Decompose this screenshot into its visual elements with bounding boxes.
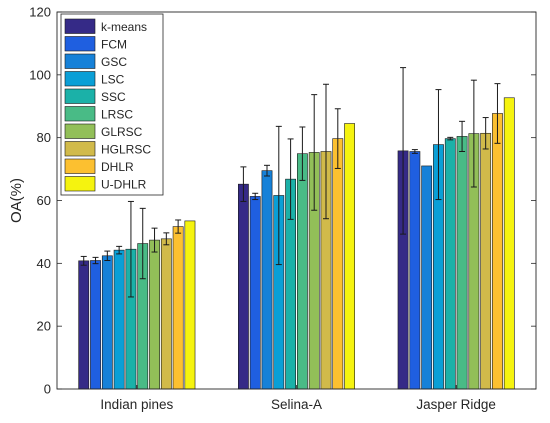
- y-tick-label-100: 100: [29, 67, 51, 82]
- legend-label-ssc: SSC: [101, 90, 126, 104]
- x-tick-label-3: Jasper Ridge: [416, 397, 496, 412]
- legend-label-fcm: FCM: [101, 38, 127, 52]
- bar-ssc-3: [444, 138, 456, 390]
- bar-hglrsc-1: [160, 238, 172, 390]
- bar-fcm-3: [409, 151, 421, 390]
- bar-fcm-1: [90, 260, 101, 390]
- legend-label-glrsc: GLRSC: [101, 125, 143, 139]
- legend-swatch-gsc: [64, 53, 96, 69]
- bar-k-means-2: [238, 183, 249, 390]
- legend-label-u-dhlr: U-DHLR: [101, 178, 147, 192]
- bar-lrsc-3: [456, 136, 468, 390]
- bar-u-dhlr-2: [344, 123, 355, 390]
- legend-swatch-ssc: [64, 88, 96, 104]
- y-tick-label-120: 120: [29, 5, 51, 20]
- y-tick-label-0: 0: [44, 382, 51, 397]
- bar-u-dhlr-3: [503, 97, 515, 390]
- legend-label-lsc: LSC: [101, 73, 125, 87]
- x-tick-label-2: Selina-A: [271, 397, 322, 412]
- x-tick-label-1: Indian pines: [100, 397, 173, 412]
- y-tick-label-80: 80: [37, 130, 51, 145]
- y-axis-title: OA(%): [8, 178, 25, 223]
- legend-swatch-dhlr: [64, 158, 96, 174]
- bar-dhlr-2: [332, 138, 344, 390]
- bar-hglrsc-3: [480, 132, 492, 390]
- bar-gsc-3: [421, 165, 433, 390]
- legend-swatch-hglrsc: [64, 141, 96, 157]
- bar-gsc-1: [101, 255, 113, 390]
- axes-layer: Indian pines Selina-A Jasper Ridge 0 20 40 60 8…: [8, 5, 537, 412]
- legend-swatch-k-means: [64, 18, 96, 34]
- legend-swatch-glrsc: [64, 123, 96, 139]
- legend-swatch-lrsc: [64, 106, 96, 122]
- legend-label-hglrsc: HGLRSC: [101, 143, 151, 157]
- bar-dhlr-3: [492, 113, 503, 390]
- y-tick-label-60: 60: [37, 193, 51, 208]
- bar-k-means-1: [78, 260, 90, 390]
- legend-label-dhlr: DHLR: [101, 160, 134, 174]
- legend-swatch-u-dhlr: [64, 176, 96, 192]
- bar-lrsc-2: [296, 153, 308, 390]
- legend-swatch-fcm: [64, 36, 96, 52]
- y-tick-label-20: 20: [37, 319, 51, 334]
- bar-glrsc-1: [149, 239, 160, 390]
- y-tick-label-40: 40: [37, 256, 51, 271]
- legend-label-k-means: k-means: [101, 20, 147, 34]
- bar-dhlr-1: [172, 226, 184, 390]
- bar-u-dhlr-1: [184, 220, 196, 390]
- bar-gsc-2: [261, 170, 273, 390]
- error-bars-layer: [80, 67, 501, 298]
- bar-lsc-1: [113, 249, 125, 390]
- legend-label-gsc: GSC: [101, 55, 127, 69]
- bar-fcm-2: [249, 196, 261, 390]
- legend-label-lrsc: LRSC: [101, 108, 133, 122]
- legend-swatch-lsc: [64, 71, 96, 87]
- legend: k-means FCM GSC LSC SSC LRSC GLRSC HGLRSC DHLR U-…: [60, 13, 164, 196]
